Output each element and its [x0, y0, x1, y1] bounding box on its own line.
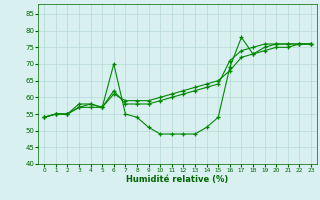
X-axis label: Humidité relative (%): Humidité relative (%) [126, 175, 229, 184]
